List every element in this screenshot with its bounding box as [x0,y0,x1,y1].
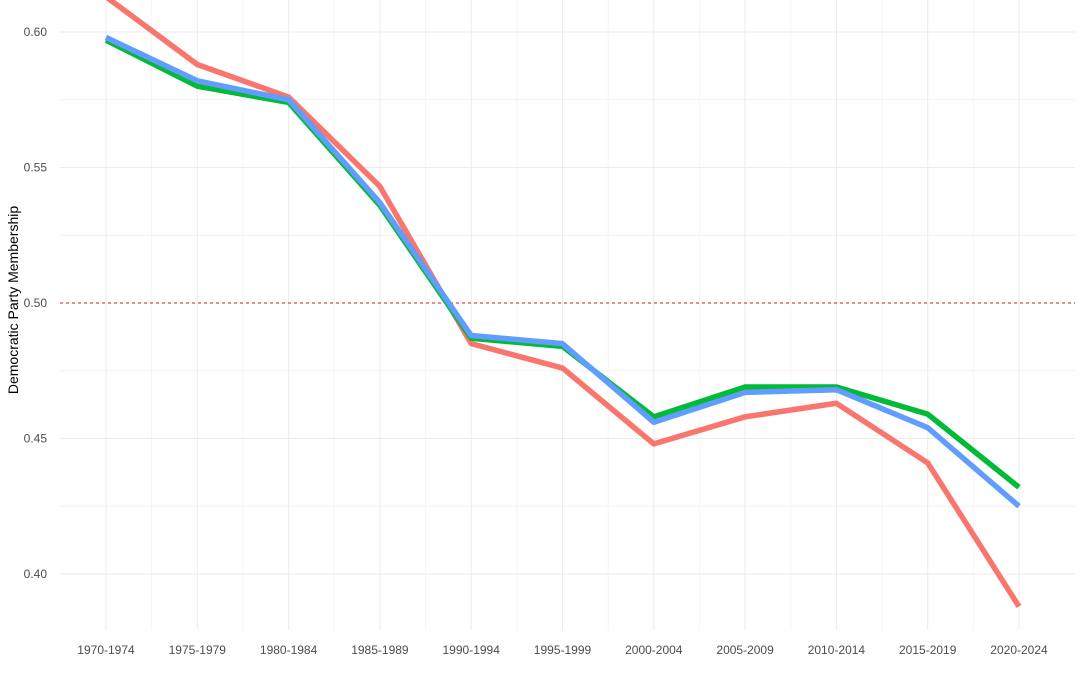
minor-gridlines [60,0,1075,630]
x-tick-label: 1995-1999 [534,643,592,657]
series-lines [104,0,1022,608]
x-tick-label: 1980-1984 [260,643,318,657]
x-tick-label: 1990-1994 [443,643,501,657]
y-tick-labels: 0.40 0.45 0.50 0.55 0.60 [24,25,48,581]
x-tick-label: 2000-2004 [625,643,683,657]
y-axis-title: Democratic Party Membership [5,206,21,394]
y-tick-label: 0.55 [24,161,48,175]
y-tick-label: 0.60 [24,25,48,39]
x-tick-label: 2005-2009 [716,643,774,657]
major-gridlines [60,0,1075,630]
x-tick-label: 2010-2014 [808,643,866,657]
series-line-1 [105,0,1022,608]
x-tick-label: 2020-2024 [990,643,1048,657]
x-tick-label: 2015-2019 [899,643,957,657]
y-tick-label: 0.45 [24,432,48,446]
y-tick-label: 0.50 [24,296,48,310]
series-line-3 [104,34,1021,509]
x-tick-label: 1985-1989 [351,643,409,657]
y-tick-label: 0.40 [24,567,48,581]
x-tick-label: 1975-1979 [169,643,227,657]
x-tick-labels: 1970-1974 1975-1979 1980-1984 1985-1989 1990… [77,643,1048,657]
x-tick-label: 1970-1974 [77,643,135,657]
